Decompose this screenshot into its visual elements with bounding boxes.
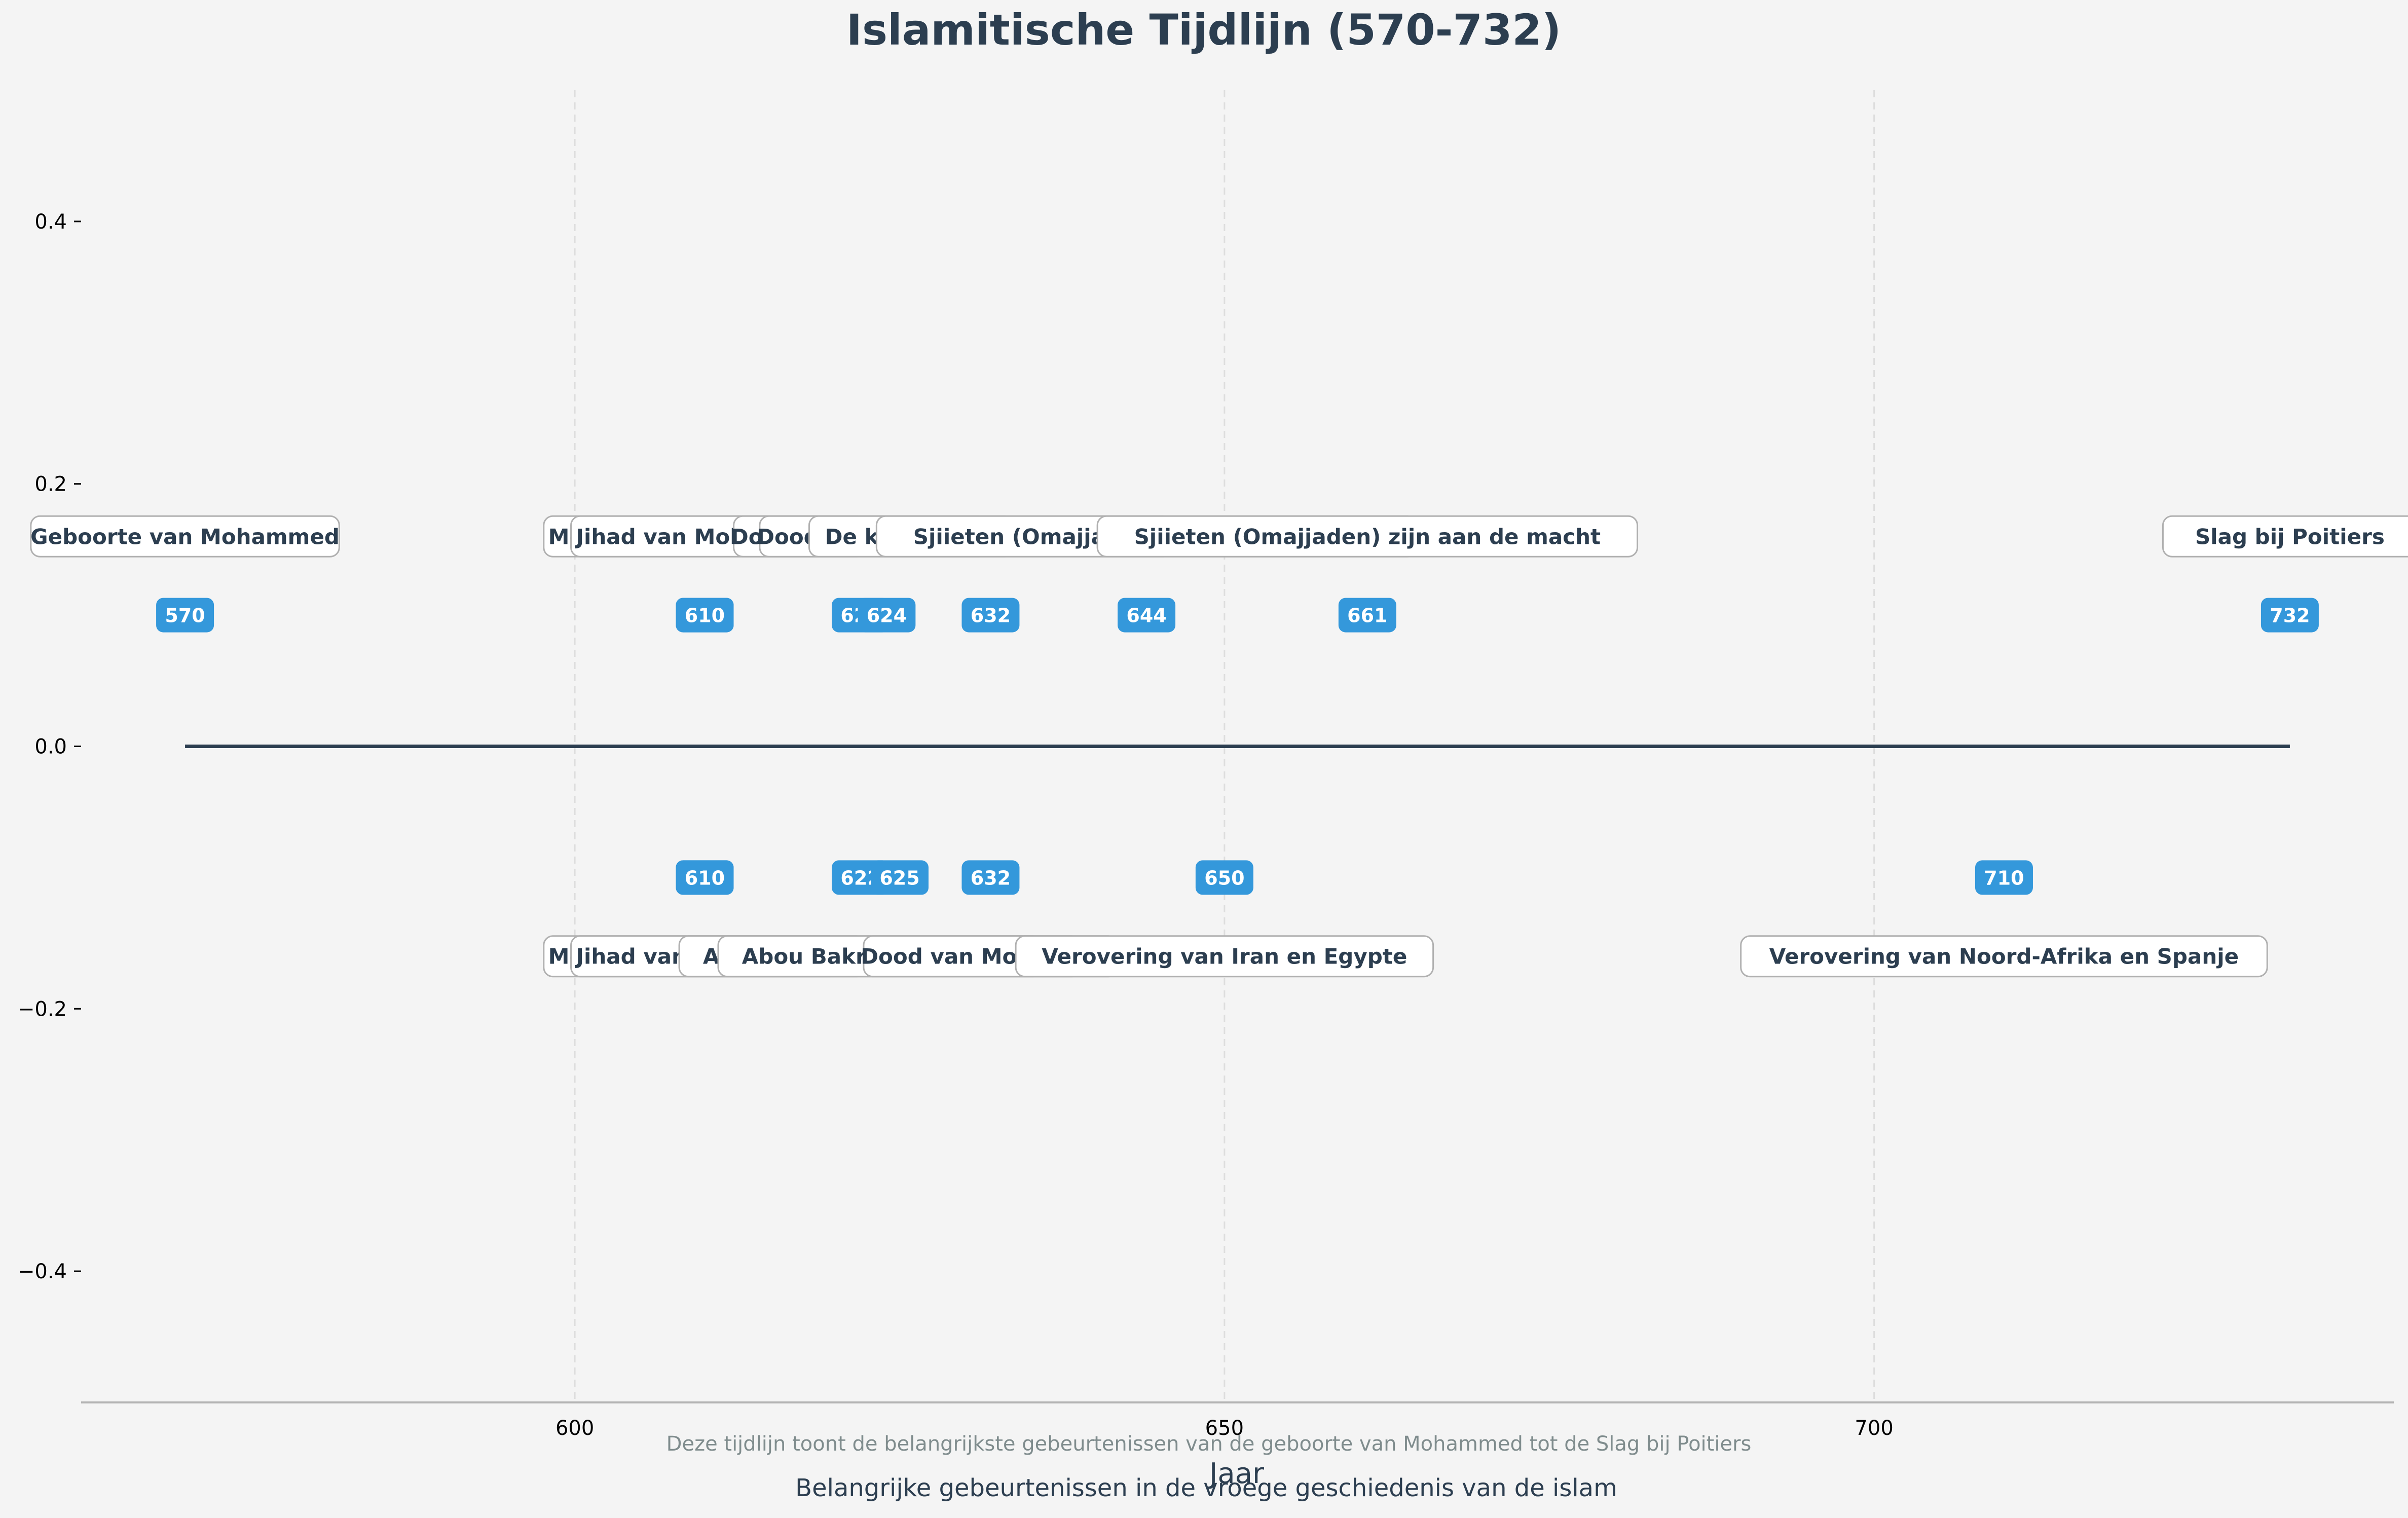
event-label-box	[30, 515, 340, 558]
year-pill-box	[676, 598, 734, 633]
x-axis-label: Jaar	[1208, 1457, 1265, 1490]
year-pill-text: 732	[2270, 605, 2310, 627]
year-pill-box	[676, 860, 734, 895]
y-tick-label-4: −0.4	[18, 1260, 67, 1283]
year-pill-text: 610	[685, 605, 725, 627]
event-label-0: Geboorte van Mohammed	[30, 515, 340, 558]
event-label-box	[1740, 935, 2268, 978]
event-label-box	[2162, 515, 2408, 558]
year-pill-text: 632	[971, 867, 1011, 889]
year-pill-box	[858, 598, 916, 633]
x-tick-label-600: 600	[555, 1417, 594, 1440]
event-labels: Geboorte van MohammedMohammed wordt prof…	[30, 515, 2408, 978]
x-tick-label-650: 650	[1205, 1417, 1244, 1440]
year-pill-box	[961, 860, 1020, 895]
event-label-text: Verovering van Noord-Afrika en Spanje	[1769, 944, 2239, 969]
year-pill-text: 625	[879, 867, 919, 889]
year-pill-3: 610	[676, 860, 734, 895]
events-layer: 5706106106106106226226256246326326446506…	[30, 515, 2408, 978]
year-pill-text: 650	[1204, 867, 1244, 889]
chart-caption: Belangrijke gebeurtenissen in de vroege …	[795, 1474, 1617, 1502]
year-pill-12: 650	[1195, 860, 1253, 895]
event-label-text: Slag bij Poitiers	[2195, 524, 2385, 549]
y-tick-label-3: −0.2	[18, 997, 67, 1021]
year-pill-text: 570	[165, 605, 205, 627]
y-tick-label-2: 0.0	[34, 735, 67, 759]
year-pill-4: 610	[676, 598, 734, 633]
year-pill-text: 624	[867, 605, 907, 627]
year-pills: 5706106106106106226226256246326326446506…	[156, 598, 2319, 895]
year-pill-text: 644	[1126, 605, 1166, 627]
event-label-14: Verovering van Noord-Afrika en Spanje	[1740, 935, 2268, 978]
year-pill-11: 644	[1118, 598, 1176, 633]
year-pill-box	[1338, 598, 1396, 633]
year-pill-text: 661	[1347, 605, 1387, 627]
event-label-text: Verovering van Iran en Egypte	[1042, 944, 1407, 969]
year-pill-box	[1118, 598, 1176, 633]
year-pill-box	[961, 598, 1020, 633]
year-pill-10: 632	[961, 598, 1020, 633]
year-pill-8: 624	[858, 598, 916, 633]
chart-title: Islamitische Tijdlijn (570-732)	[846, 5, 1562, 55]
axis-layer: 600 650 700 0.4 0.2 0.0 −0.2 −0.4	[18, 210, 2394, 1440]
year-pill-15: 732	[2261, 598, 2319, 633]
year-pill-14: 710	[1975, 860, 2033, 895]
y-tick-label-0: 0.4	[34, 210, 67, 234]
event-label-text: Sjiieten (Omajjaden) zijn aan de macht	[1134, 524, 1601, 549]
year-pill-box	[2261, 598, 2319, 633]
event-label-12: Verovering van Iran en Egypte	[1015, 935, 1434, 978]
year-pill-7: 625	[870, 860, 929, 895]
year-pill-box	[870, 860, 929, 895]
event-label-box	[1015, 935, 1434, 978]
year-pill-box	[1975, 860, 2033, 895]
year-pill-text: 632	[971, 605, 1011, 627]
chart-note: Deze tijdlijn toont de belangrijkste geb…	[666, 1432, 1752, 1456]
event-label-box	[1096, 515, 1639, 558]
year-pill-box	[156, 598, 214, 633]
event-label-13: Sjiieten (Omajjaden) zijn aan de macht	[1096, 515, 1639, 558]
y-tick-label-1: 0.2	[34, 473, 67, 496]
year-pill-0: 570	[156, 598, 214, 633]
year-pill-text: 710	[1984, 867, 2024, 889]
event-label-15: Slag bij Poitiers	[2162, 515, 2408, 558]
x-tick-label-700: 700	[1855, 1417, 1893, 1440]
year-pill-13: 661	[1338, 598, 1396, 633]
year-pill-text: 610	[685, 867, 725, 889]
year-pill-9: 632	[961, 860, 1020, 895]
year-pill-box	[1195, 860, 1253, 895]
event-label-text: Geboorte van Mohammed	[30, 524, 340, 549]
